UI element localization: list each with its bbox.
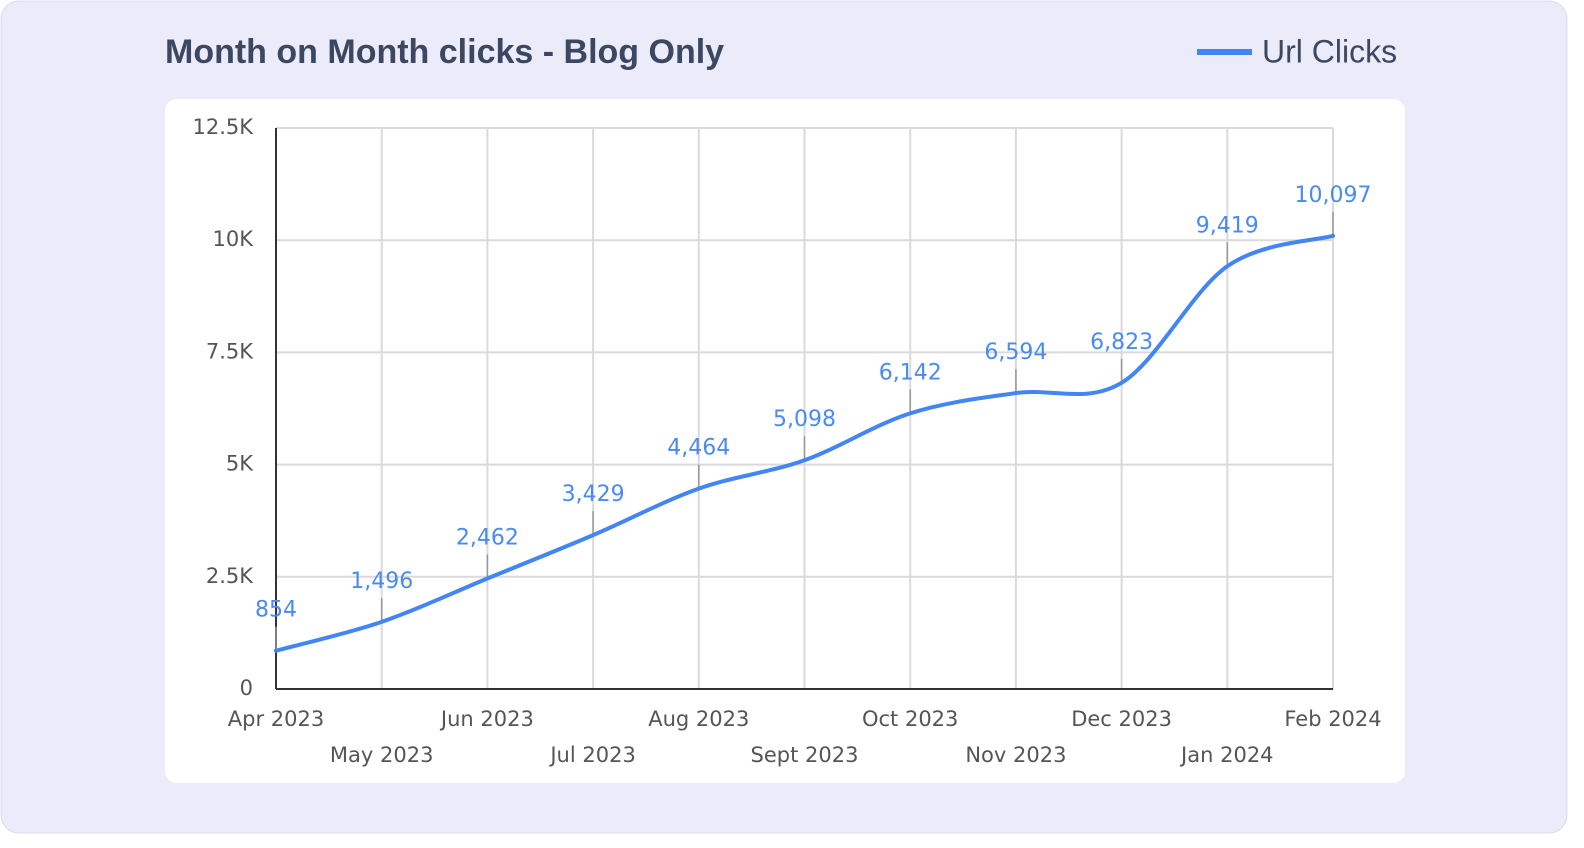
y-tick-label: 5K	[226, 452, 254, 476]
data-label: 2,462	[456, 526, 519, 551]
data-label: 6,142	[879, 360, 942, 385]
y-tick-label: 7.5K	[206, 339, 254, 363]
legend: Url Clicks	[1197, 33, 1397, 69]
plot-panel	[165, 99, 1405, 783]
data-label: 1,496	[350, 569, 413, 594]
data-label: 854	[255, 598, 297, 623]
data-label: 3,429	[562, 482, 625, 507]
x-tick-label: Apr 2023	[228, 707, 324, 731]
data-label: 10,097	[1295, 183, 1372, 208]
data-label: 4,464	[667, 436, 730, 461]
x-tick-label: Jun 2023	[439, 707, 534, 731]
x-tick-label: May 2023	[330, 743, 434, 767]
y-tick-label: 10K	[213, 227, 255, 251]
y-tick-label: 2.5K	[206, 564, 254, 588]
y-tick-label: 12.5K	[192, 115, 254, 139]
legend-label: Url Clicks	[1262, 33, 1397, 69]
chart-title: Month on Month clicks - Blog Only	[165, 33, 724, 71]
data-label: 5,098	[773, 407, 836, 432]
x-tick-label: Sept 2023	[751, 743, 859, 767]
data-label: 6,594	[984, 340, 1047, 365]
data-label: 6,823	[1090, 330, 1153, 355]
line	[274, 233, 1335, 653]
x-tick-label: Dec 2023	[1071, 707, 1172, 731]
y-tick-label: 0	[240, 676, 253, 700]
x-tick-label: Aug 2023	[648, 707, 749, 731]
data-label: 9,419	[1196, 213, 1259, 238]
x-tick-label: Jan 2024	[1179, 743, 1274, 767]
x-tick-label: Feb 2024	[1284, 707, 1381, 731]
x-tick-label: Oct 2023	[862, 707, 958, 731]
x-tick-label: Jul 2023	[548, 743, 635, 767]
x-tick-label: Nov 2023	[965, 743, 1066, 767]
